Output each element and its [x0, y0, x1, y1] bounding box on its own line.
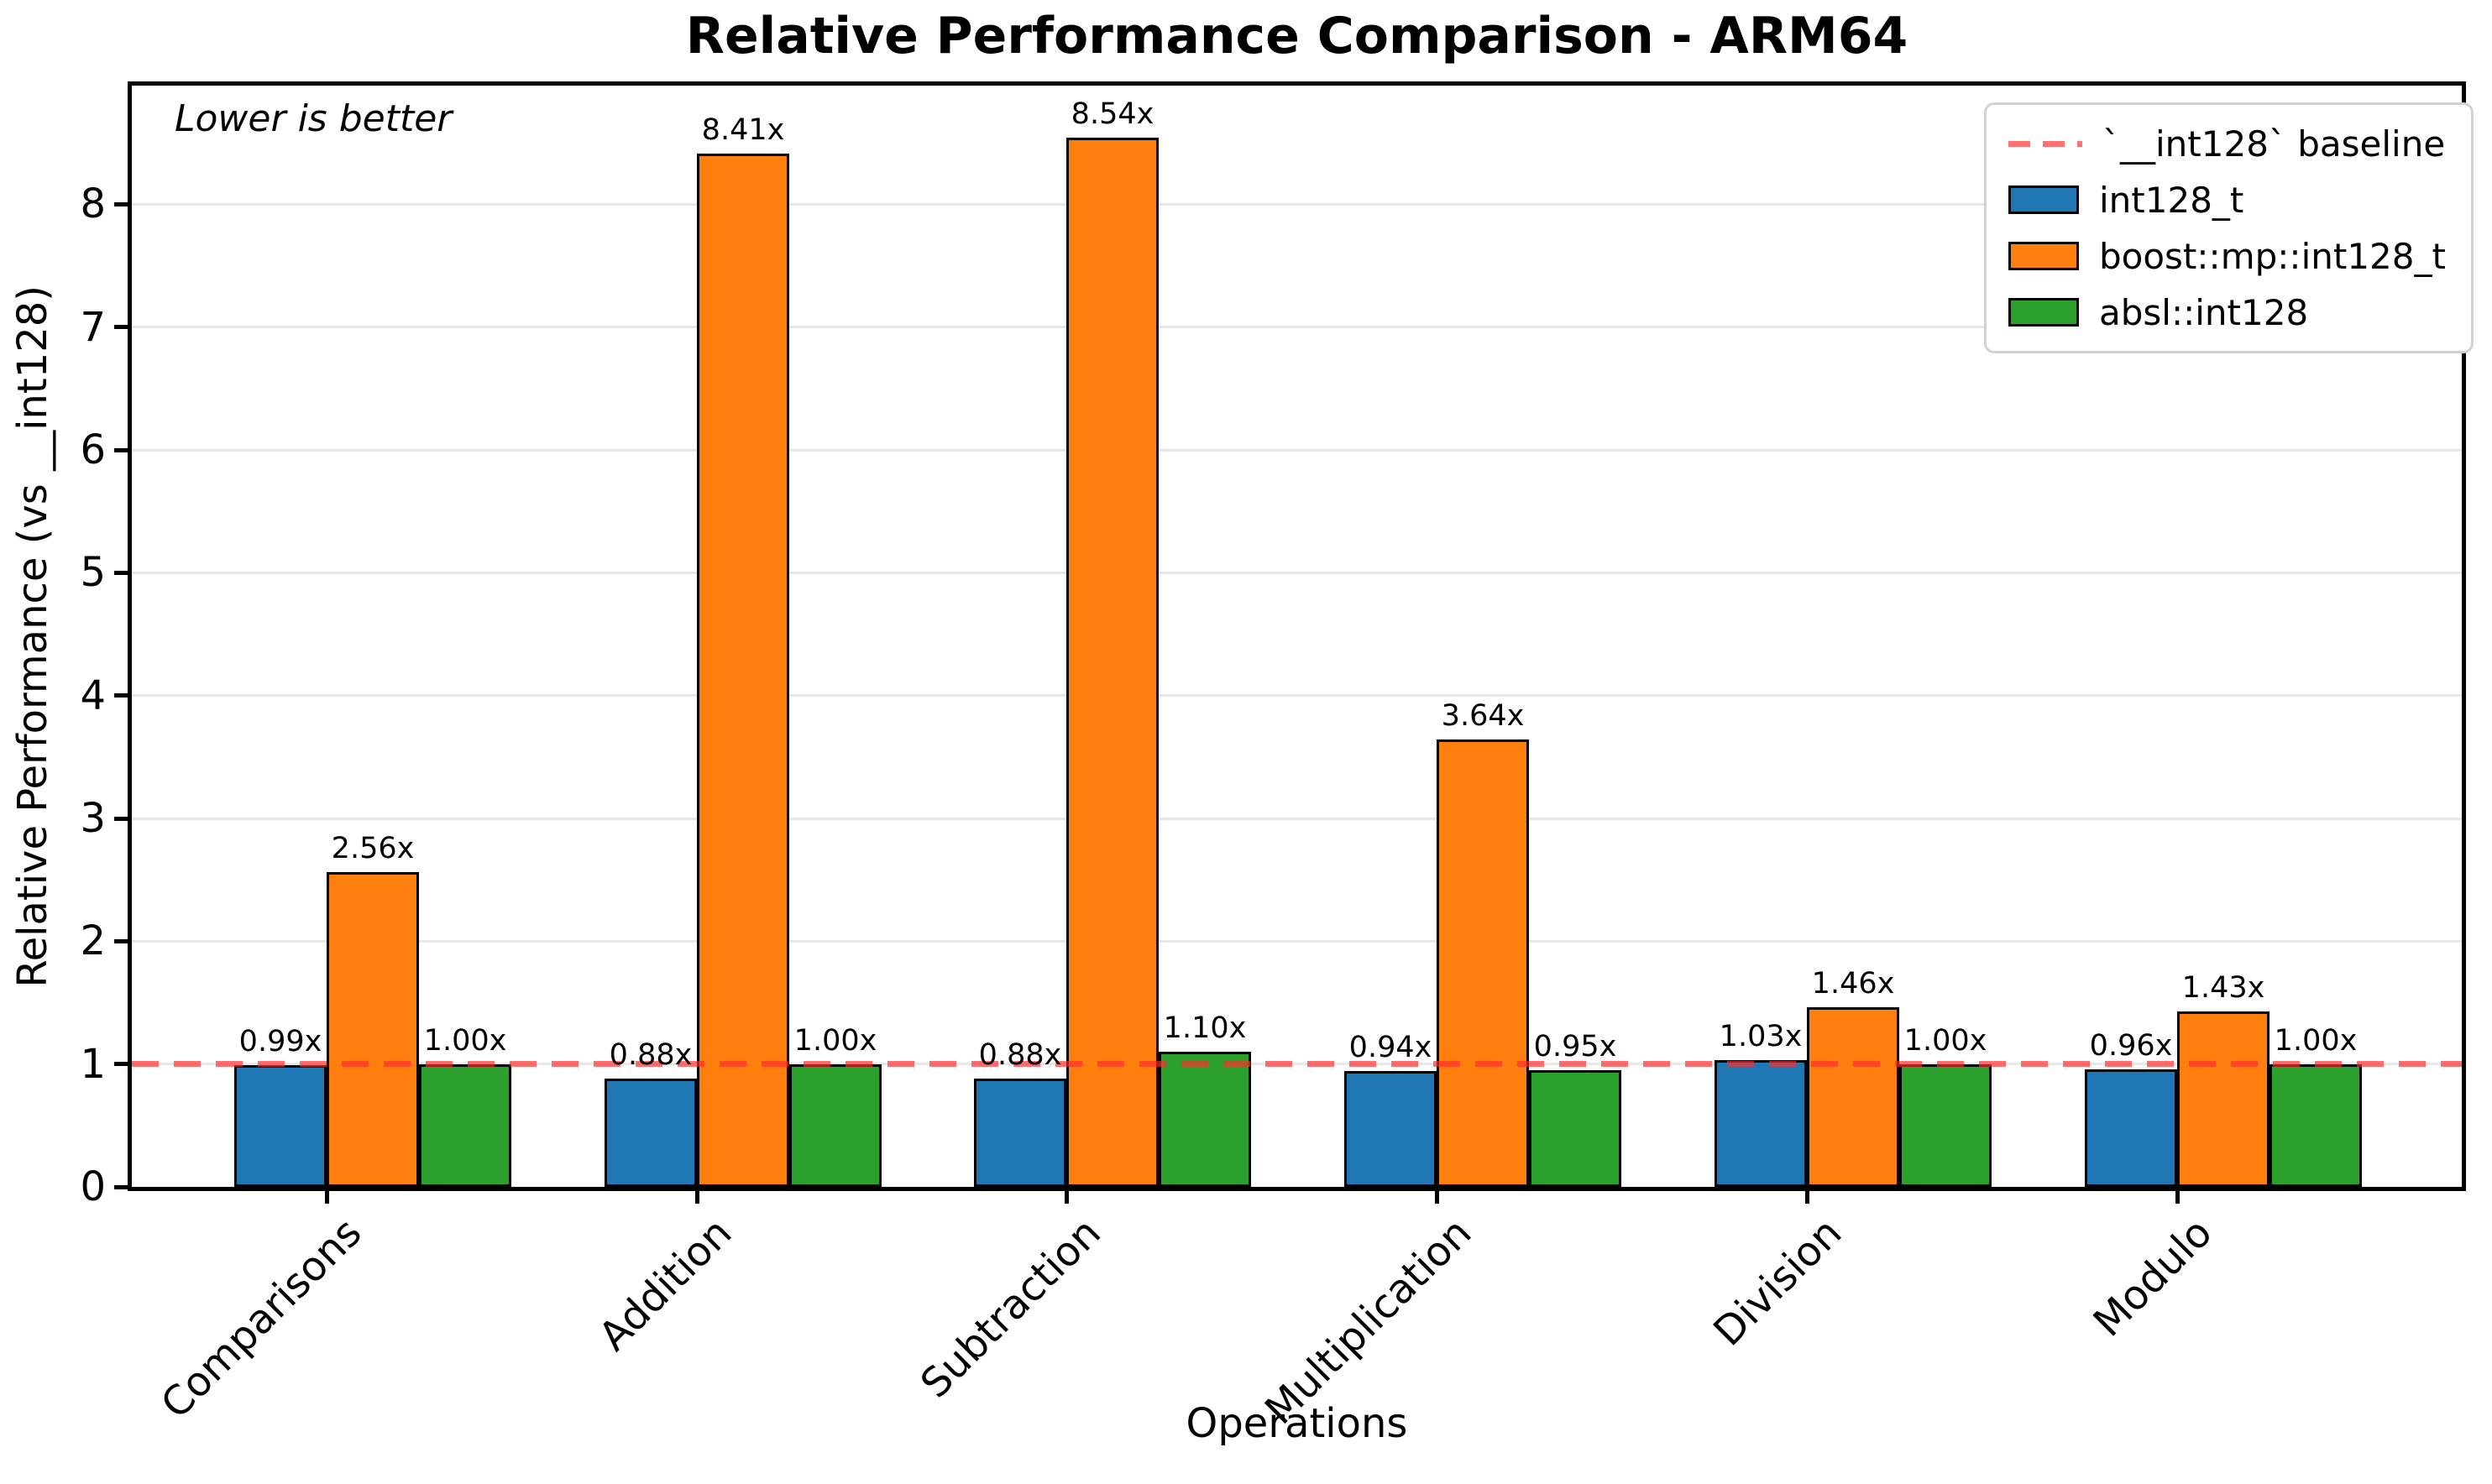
bar-boost::mp::int128_t — [1807, 1007, 1899, 1187]
legend-label: absl::int128 — [2099, 291, 2309, 333]
x-tick — [695, 1191, 699, 1204]
x-tick-label: Subtraction — [912, 1209, 1111, 1408]
y-tick — [114, 816, 128, 821]
bar-value-label: 1.00x — [423, 1023, 507, 1058]
bar-absl::int128 — [2270, 1063, 2362, 1187]
y-tick-label: 1 — [80, 1040, 106, 1088]
legend-color-swatch — [2008, 242, 2079, 270]
bar-boost::mp::int128_t — [2177, 1011, 2270, 1187]
bar-value-label: 8.54x — [1071, 97, 1154, 132]
y-tick-label: 8 — [80, 180, 106, 228]
y-tick-label: 4 — [80, 671, 106, 719]
y-tick — [114, 693, 128, 698]
gridline — [132, 448, 2462, 452]
bar-value-label: 1.46x — [1811, 967, 1895, 1001]
gridline — [132, 202, 2462, 206]
bar-absl::int128 — [419, 1063, 511, 1187]
bar-absl::int128 — [1529, 1069, 1621, 1187]
bar-int128_t — [605, 1079, 697, 1187]
y-tick — [114, 938, 128, 943]
y-tick — [114, 447, 128, 452]
bar-value-label: 8.41x — [701, 113, 785, 148]
y-tick-label: 3 — [80, 795, 106, 842]
x-tick-label: Division — [1704, 1209, 1851, 1356]
bar-absl::int128 — [1159, 1052, 1251, 1187]
bar-boost::mp::int128_t — [697, 154, 789, 1187]
x-tick — [1435, 1191, 1439, 1204]
legend-label: boost::mp::int128_t — [2099, 235, 2446, 277]
baseline-line — [132, 1061, 2462, 1068]
bar-absl::int128 — [789, 1063, 882, 1187]
bar-value-label: 2.56x — [331, 832, 415, 866]
bar-value-label: 0.99x — [238, 1025, 322, 1059]
y-tick — [114, 201, 128, 206]
bar-int128_t — [234, 1065, 327, 1187]
x-tick-label: Multiplication — [1255, 1209, 1481, 1434]
bar-value-label: 1.00x — [2274, 1023, 2358, 1058]
x-tick-label: Comparisons — [151, 1209, 371, 1429]
y-tick-label: 0 — [80, 1163, 106, 1210]
bar-int128_t — [2085, 1069, 2177, 1187]
bar-boost::mp::int128_t — [1066, 138, 1159, 1187]
bar-value-label: 1.10x — [1163, 1011, 1247, 1046]
y-tick — [114, 570, 128, 575]
legend-label: int128_t — [2099, 179, 2244, 221]
y-tick — [114, 1184, 128, 1189]
legend-dashed-line-swatch — [2008, 140, 2082, 147]
bar-boost::mp::int128_t — [327, 872, 419, 1187]
bar-value-label: 0.94x — [1348, 1031, 1432, 1065]
bar-value-label: 1.03x — [1719, 1020, 1803, 1054]
annotation-lower-is-better: Lower is better — [175, 97, 453, 140]
bar-value-label: 1.00x — [1903, 1023, 1987, 1058]
gridline — [132, 817, 2462, 820]
gridline — [132, 939, 2462, 943]
bar-value-label: 0.88x — [978, 1038, 1062, 1073]
gridline — [132, 326, 2462, 329]
x-axis-label: Operations — [1186, 1400, 1408, 1447]
x-tick-label: Addition — [589, 1209, 741, 1361]
gridline — [132, 571, 2462, 574]
legend-item: absl::int128 — [2008, 289, 2446, 336]
bar-value-label: 1.43x — [2181, 970, 2265, 1005]
bar-absl::int128 — [1899, 1063, 1992, 1187]
y-axis-label-wrap: Relative Performance (vs __int128) — [5, 81, 60, 1191]
bar-value-label: 0.96x — [2089, 1028, 2173, 1063]
x-tick-label: Modulo — [2084, 1209, 2222, 1346]
legend-color-swatch — [2008, 298, 2079, 327]
x-tick — [2175, 1191, 2180, 1204]
chart-title: Relative Performance Comparison - ARM64 — [685, 7, 1908, 65]
legend-color-swatch — [2008, 186, 2079, 214]
y-axis-label: Relative Performance (vs __int128) — [9, 285, 56, 988]
bar-value-label: 0.88x — [609, 1038, 693, 1073]
y-tick-label: 7 — [80, 303, 106, 351]
bar-int128_t — [974, 1079, 1066, 1187]
bar-value-label: 1.00x — [793, 1023, 877, 1058]
gridline — [132, 694, 2462, 698]
bar-value-label: 0.95x — [1533, 1029, 1617, 1063]
x-tick — [325, 1191, 329, 1204]
y-tick-label: 6 — [80, 426, 106, 473]
x-tick — [1805, 1191, 1809, 1204]
y-tick — [114, 325, 128, 330]
legend-label: `__int128` baseline — [2102, 123, 2446, 165]
bar-int128_t — [1344, 1071, 1437, 1187]
x-tick — [1065, 1191, 1069, 1204]
bar-value-label: 3.64x — [1441, 699, 1525, 734]
y-tick-label: 5 — [80, 549, 106, 597]
bar-int128_t — [1715, 1060, 1807, 1187]
bar-boost::mp::int128_t — [1437, 739, 1529, 1187]
legend-item: boost::mp::int128_t — [2008, 233, 2446, 280]
y-tick — [114, 1062, 128, 1067]
legend-item: `__int128` baseline — [2008, 120, 2446, 167]
y-tick-label: 2 — [80, 917, 106, 965]
legend-item: int128_t — [2008, 176, 2446, 223]
